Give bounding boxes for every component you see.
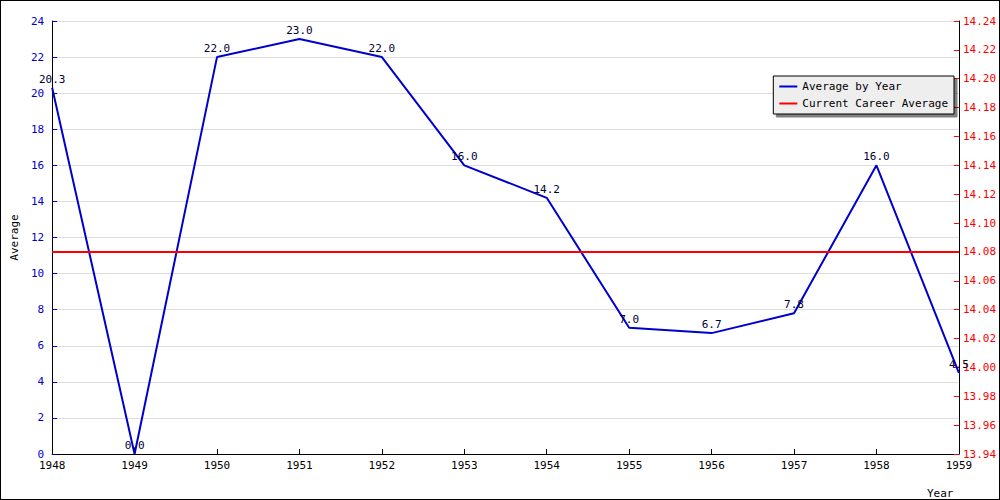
svg-text:6.7: 6.7 (702, 318, 722, 331)
svg-text:1956: 1956 (698, 459, 725, 472)
svg-text:14.00: 14.00 (962, 360, 996, 374)
svg-text:18: 18 (31, 123, 44, 136)
svg-text:13.96: 13.96 (963, 419, 996, 432)
svg-text:1950: 1950 (204, 459, 231, 472)
svg-text:20.3: 20.3 (39, 73, 65, 86)
svg-text:14.14: 14.14 (963, 159, 996, 172)
svg-text:2: 2 (38, 411, 45, 424)
svg-text:4: 4 (38, 375, 45, 388)
svg-text:16: 16 (31, 159, 44, 172)
svg-text:14.22: 14.22 (963, 43, 996, 56)
svg-text:20: 20 (31, 87, 44, 100)
svg-text:7.8: 7.8 (784, 298, 804, 311)
svg-text:0: 0 (37, 447, 45, 461)
svg-text:23.0: 23.0 (286, 24, 313, 37)
svg-text:24: 24 (31, 15, 45, 28)
svg-text:1952: 1952 (369, 459, 396, 472)
svg-text:10: 10 (31, 267, 44, 280)
svg-text:1955: 1955 (616, 459, 643, 472)
svg-text:1951: 1951 (286, 459, 313, 472)
svg-text:1958: 1958 (863, 459, 890, 472)
svg-text:7.0: 7.0 (619, 313, 639, 326)
svg-text:1957: 1957 (781, 459, 808, 472)
svg-text:14.02: 14.02 (963, 332, 996, 345)
svg-text:13.98: 13.98 (963, 390, 996, 403)
svg-text:Year: Year (927, 487, 954, 499)
svg-text:4.5: 4.5 (949, 358, 969, 371)
svg-text:14.16: 14.16 (963, 130, 996, 143)
svg-text:16.0: 16.0 (451, 150, 478, 163)
svg-text:1959: 1959 (946, 459, 973, 472)
svg-text:1948: 1948 (39, 459, 65, 472)
svg-text:22.0: 22.0 (204, 42, 231, 55)
svg-text:1954: 1954 (533, 459, 560, 472)
svg-text:1953: 1953 (451, 459, 478, 472)
svg-text:14.12: 14.12 (963, 188, 996, 201)
svg-text:0.0: 0.0 (125, 439, 145, 452)
svg-text:6: 6 (38, 339, 45, 352)
svg-text:Average by Year: Average by Year (802, 80, 902, 93)
svg-text:14.04: 14.04 (963, 303, 996, 316)
svg-text:14.10: 14.10 (963, 217, 996, 230)
svg-text:16.0: 16.0 (863, 150, 890, 163)
svg-text:8: 8 (38, 303, 45, 316)
svg-text:14.06: 14.06 (963, 274, 996, 287)
svg-text:14.08: 14.08 (963, 245, 996, 258)
svg-text:Current Career Average: Current Career Average (802, 97, 948, 110)
svg-text:14.24: 14.24 (963, 15, 996, 28)
svg-text:14.2: 14.2 (533, 183, 560, 196)
svg-text:12: 12 (31, 231, 44, 244)
svg-text:22.0: 22.0 (369, 42, 396, 55)
svg-text:14.20: 14.20 (963, 72, 996, 85)
svg-text:22: 22 (31, 51, 44, 64)
svg-text:Average: Average (8, 214, 21, 260)
svg-text:1949: 1949 (121, 459, 148, 472)
svg-text:14: 14 (31, 195, 45, 208)
svg-text:14.18: 14.18 (963, 101, 996, 114)
svg-text:13.94: 13.94 (962, 447, 996, 461)
